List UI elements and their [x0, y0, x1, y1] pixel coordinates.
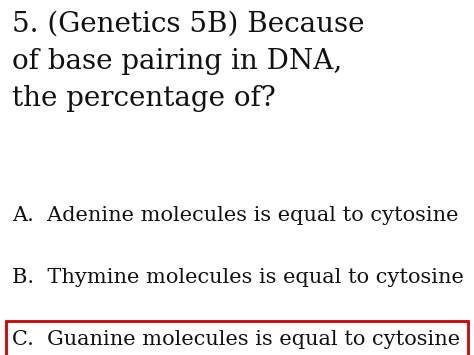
- Text: C.  Guanine molecules is equal to cytosine: C. Guanine molecules is equal to cytosin…: [12, 330, 460, 349]
- Bar: [6, 321, 468, 355]
- Text: of base pairing in DNA,: of base pairing in DNA,: [12, 48, 342, 75]
- Text: 5. (Genetics 5B) Because: 5. (Genetics 5B) Because: [12, 11, 365, 38]
- Text: A.  Adenine molecules is equal to cytosine: A. Adenine molecules is equal to cytosin…: [12, 206, 458, 225]
- Text: the percentage of?: the percentage of?: [12, 85, 275, 112]
- Text: B.  Thymine molecules is equal to cytosine: B. Thymine molecules is equal to cytosin…: [12, 268, 464, 287]
